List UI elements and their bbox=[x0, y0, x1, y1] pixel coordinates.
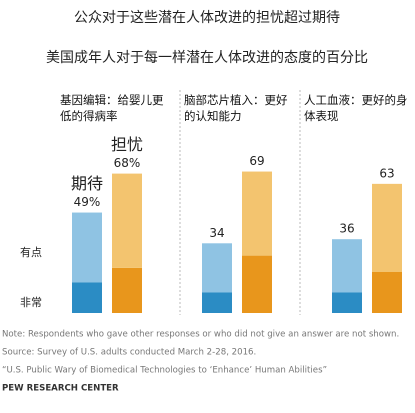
bar-segment bbox=[202, 243, 232, 293]
total-label: 36 bbox=[339, 222, 354, 236]
category-label: 担忧 bbox=[111, 135, 143, 154]
bar-segment bbox=[332, 292, 362, 313]
total-label: 68% bbox=[114, 156, 141, 170]
bar-segment bbox=[332, 239, 362, 293]
bar-segment bbox=[242, 171, 272, 256]
org: PEW RESEARCH CENTER bbox=[2, 384, 119, 394]
category-label: 期待 bbox=[71, 174, 103, 193]
note: Note: Respondents who gave other respons… bbox=[2, 330, 399, 340]
bar-segment bbox=[202, 292, 232, 313]
bar-segment bbox=[372, 272, 402, 313]
panel-title: 基因编辑：给婴儿更低的得病率 bbox=[60, 93, 164, 123]
bar-segment bbox=[372, 183, 402, 272]
source: Source: Survey of U.S. adults conducted … bbox=[2, 348, 256, 358]
total-label: 49% bbox=[74, 195, 101, 209]
panel-title: 人工血液：更好的身体表现 bbox=[304, 93, 408, 123]
bar-segment bbox=[242, 255, 272, 313]
subtitle: 美国成年人对于每一样潜在人体改进的态度的百分比 bbox=[46, 50, 368, 66]
legend-label: 有点 bbox=[20, 245, 42, 259]
total-label: 63 bbox=[379, 166, 394, 180]
legend-label: 非常 bbox=[20, 296, 42, 309]
bar-segment bbox=[112, 267, 142, 313]
total-label: 69 bbox=[249, 154, 264, 168]
total-label: 34 bbox=[209, 226, 224, 240]
bar-segment bbox=[112, 173, 142, 268]
panel-title: 脑部芯片植入：更好的认知能力 bbox=[184, 93, 288, 123]
bar-segment bbox=[72, 212, 102, 283]
bar-segment bbox=[72, 282, 102, 313]
report: “U.S. Public Wary of Biomedical Technolo… bbox=[2, 366, 327, 376]
title: 公众对于这些潜在人体改进的担忧超过期待 bbox=[74, 9, 340, 26]
